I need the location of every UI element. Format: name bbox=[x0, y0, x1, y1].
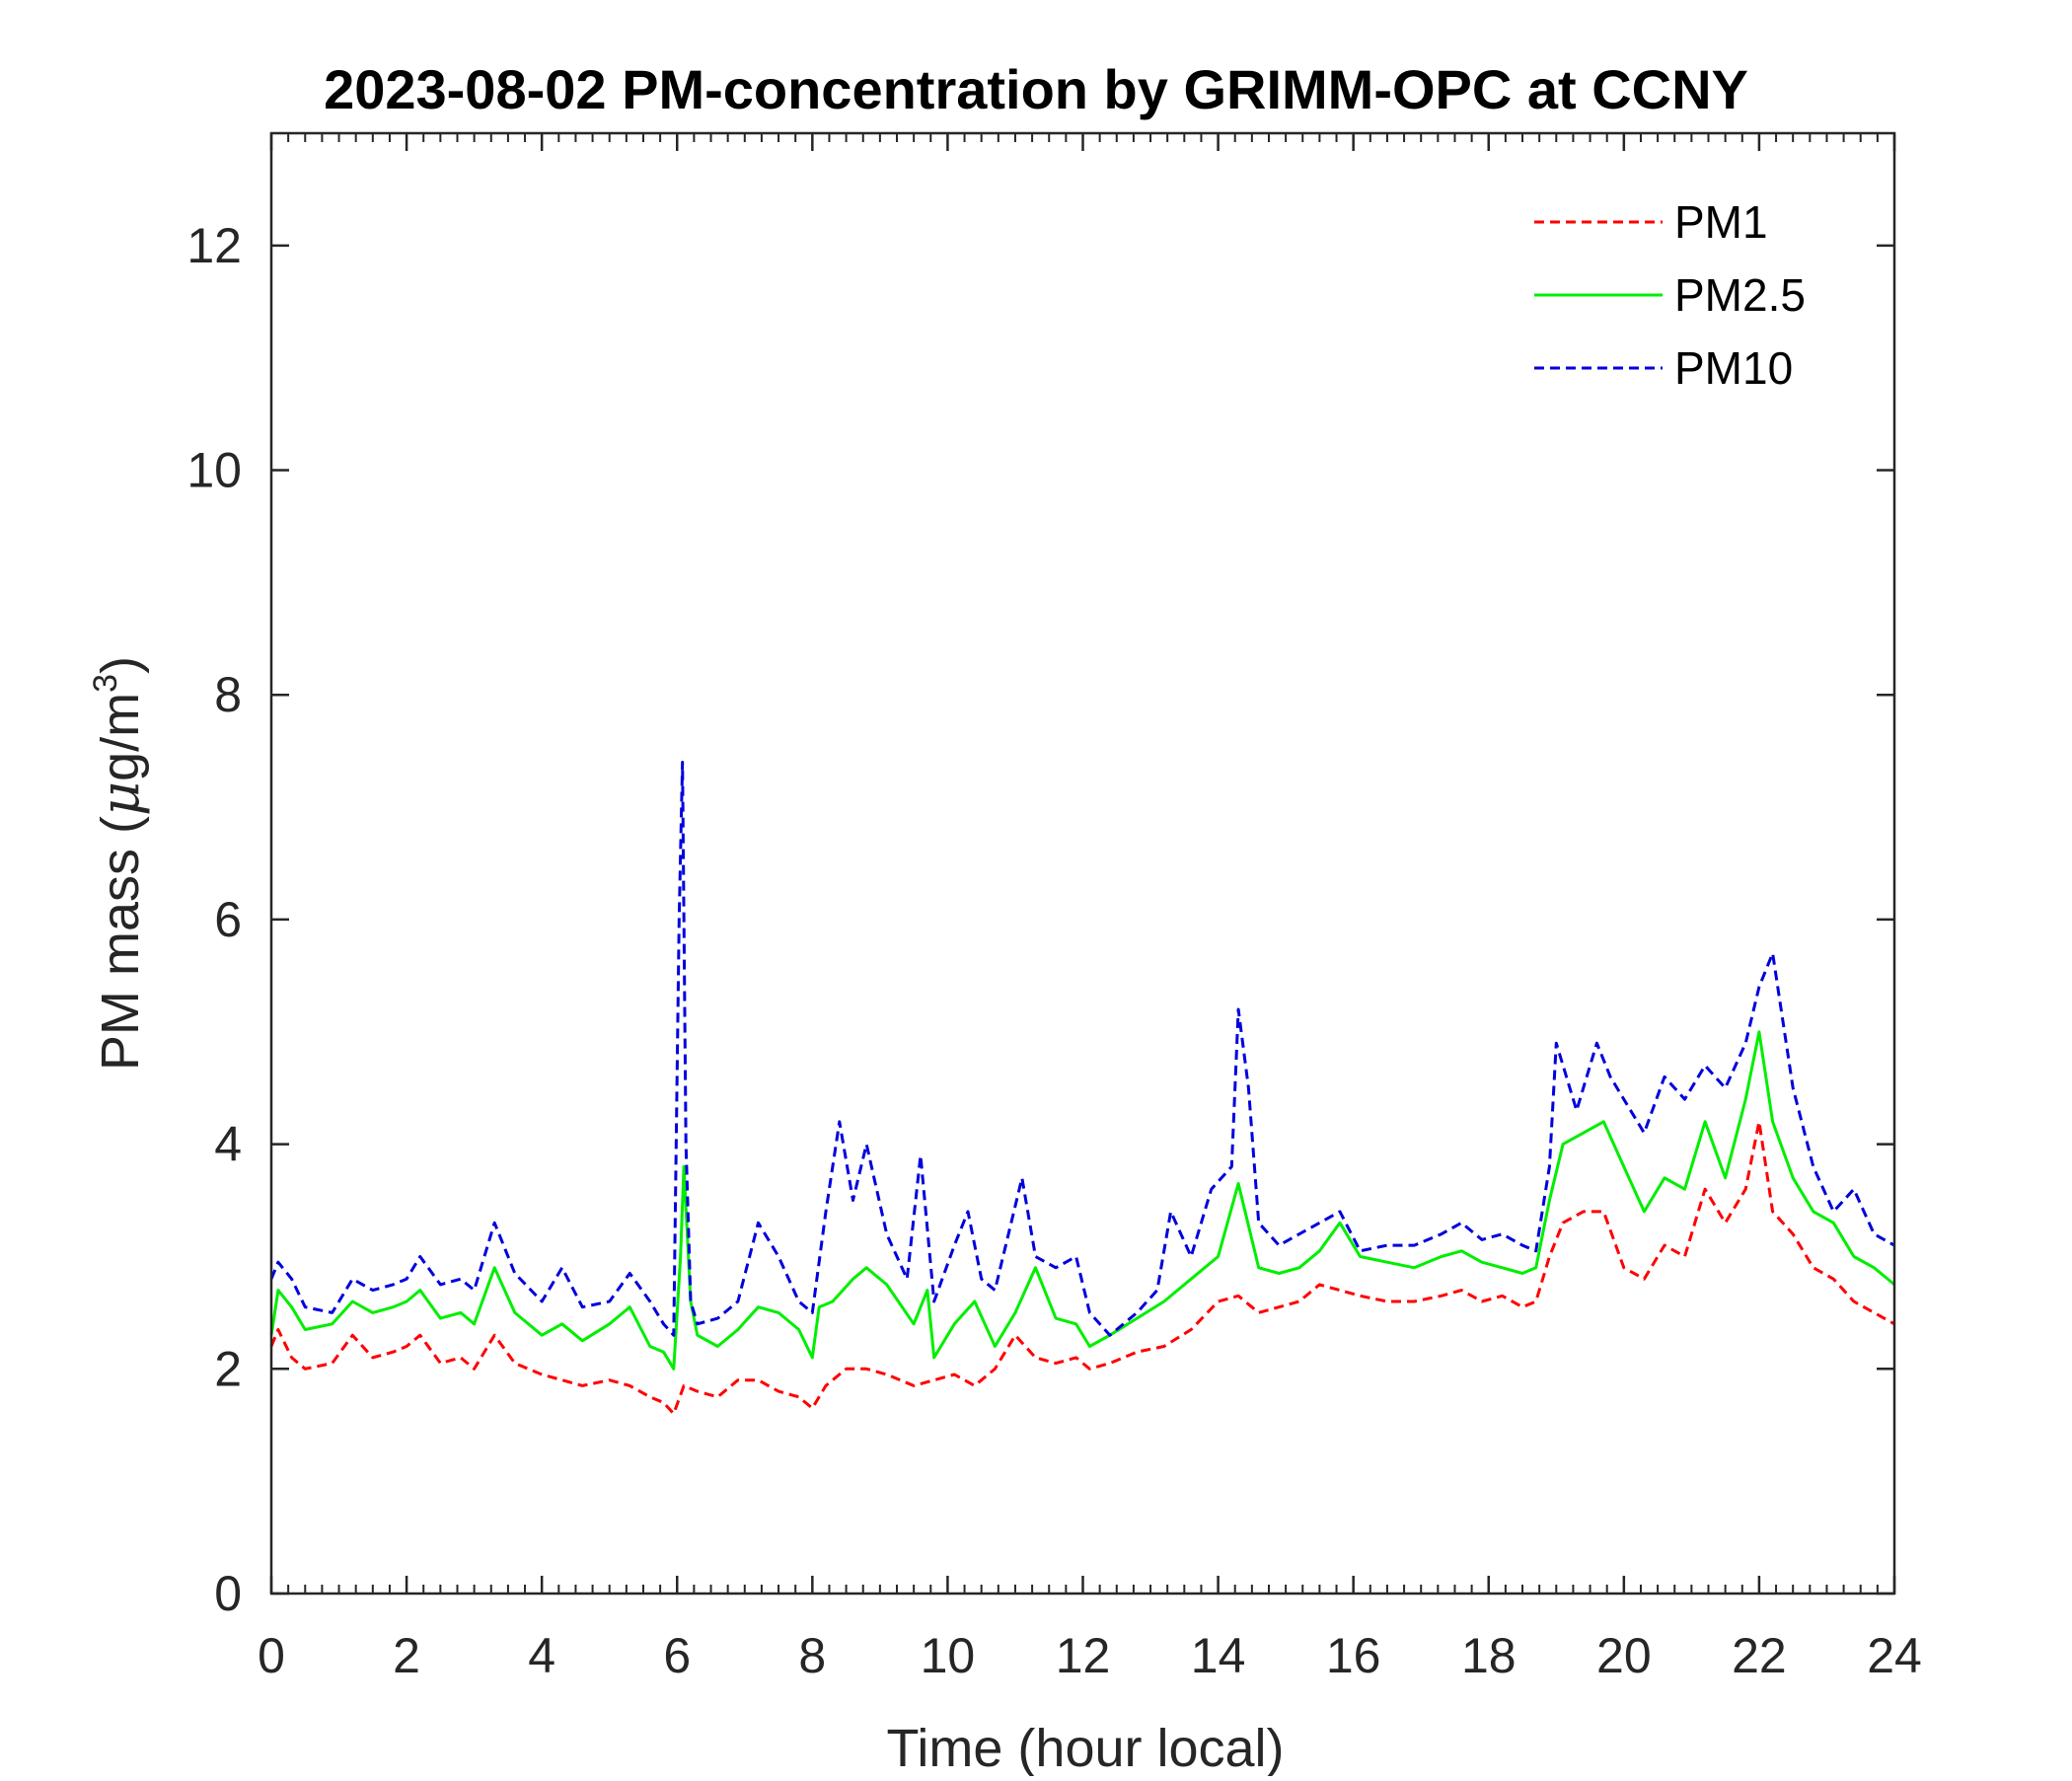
legend-label: PM10 bbox=[1674, 342, 1793, 394]
y-tick-label: 0 bbox=[214, 1566, 242, 1621]
y-tick-label: 2 bbox=[214, 1341, 242, 1396]
y-tick-label: 8 bbox=[214, 667, 242, 722]
x-tick-label: 18 bbox=[1461, 1628, 1517, 1683]
y-axis-title-mu: μ bbox=[89, 781, 151, 816]
y-tick-label: 12 bbox=[186, 218, 242, 273]
y-axis-title-prefix: PM mass ( bbox=[91, 816, 150, 1071]
legend-label: PM2.5 bbox=[1674, 269, 1806, 321]
y-axis-title-suffix: ) bbox=[91, 656, 150, 674]
x-tick-label: 0 bbox=[258, 1628, 285, 1683]
plot-area bbox=[271, 133, 1894, 1594]
x-tick-label: 20 bbox=[1596, 1628, 1652, 1683]
y-tick-label: 4 bbox=[214, 1117, 242, 1172]
x-tick-label: 14 bbox=[1191, 1628, 1246, 1683]
y-axis-title: PM mass (μg/m3) bbox=[87, 656, 151, 1071]
x-tick-label: 4 bbox=[528, 1628, 555, 1683]
chart-title: 2023-08-02 PM-concentration by GRIMM-OPC… bbox=[324, 58, 1748, 120]
y-tick-label: 10 bbox=[186, 443, 242, 498]
legend-label: PM1 bbox=[1674, 196, 1768, 248]
series-layer bbox=[269, 761, 1895, 1416]
x-tick-label: 16 bbox=[1326, 1628, 1381, 1683]
legend: PM1 PM2.5 PM10 bbox=[1534, 196, 1806, 394]
x-tick-label: 8 bbox=[798, 1628, 826, 1683]
series-line-pm2-5 bbox=[269, 1030, 1895, 1371]
x-axis-title: Time (hour local) bbox=[886, 1719, 1284, 1776]
x-tick-label: 12 bbox=[1056, 1628, 1111, 1683]
series-line-pm1 bbox=[269, 1120, 1895, 1416]
x-tick-label: 24 bbox=[1867, 1628, 1922, 1683]
y-axis-title-unit: g/m bbox=[91, 693, 150, 781]
y-tick-label: 6 bbox=[214, 892, 242, 947]
x-tick-label: 2 bbox=[393, 1628, 420, 1683]
x-tick-label: 10 bbox=[921, 1628, 976, 1683]
x-tick-label: 6 bbox=[663, 1628, 691, 1683]
x-tick-label: 22 bbox=[1732, 1628, 1787, 1683]
y-axis-title-sup: 3 bbox=[87, 674, 124, 693]
series-line-pm10 bbox=[269, 761, 1895, 1337]
